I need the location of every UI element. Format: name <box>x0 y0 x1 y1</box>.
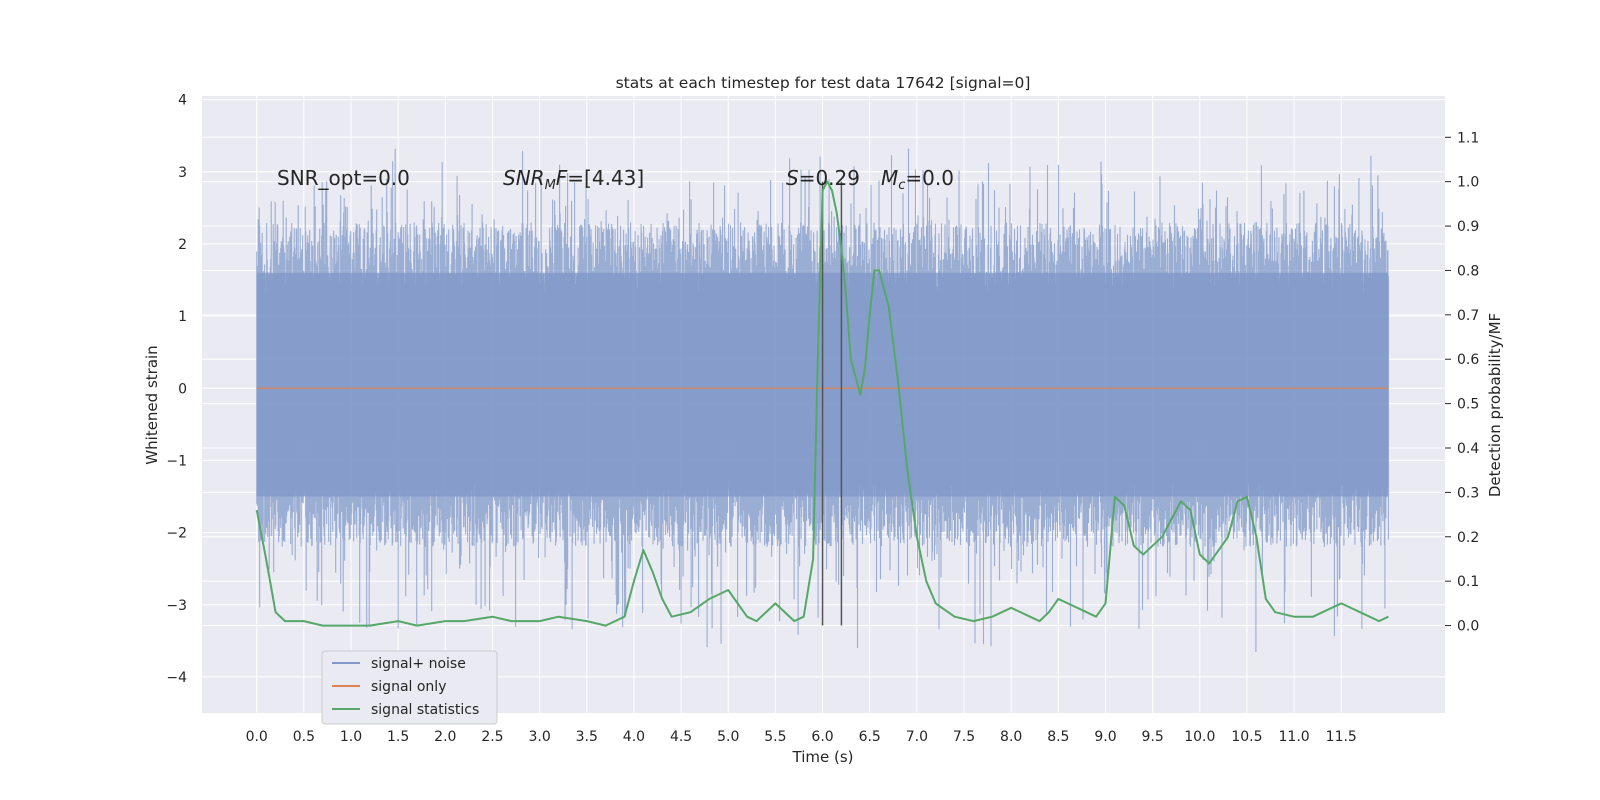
noise-spikes <box>256 148 1389 652</box>
annotation-s-label: S <box>786 166 799 190</box>
y-left-tick-label-3: −1 <box>166 453 187 469</box>
y-left-tick-label-0: −4 <box>166 670 187 686</box>
x-tick-label-15: 7.5 <box>953 729 975 745</box>
y-right-tick-label-8: 0.8 <box>1457 263 1479 279</box>
x-tick-label-20: 10.0 <box>1184 729 1215 745</box>
y-right-tick-label-9: 0.9 <box>1457 219 1479 235</box>
y-left-tick-label-6: 2 <box>178 237 187 253</box>
x-tick-label-13: 6.5 <box>859 729 881 745</box>
right-y-axis-label: Detection probability/MF <box>1486 313 1504 497</box>
x-tick-label-19: 9.5 <box>1142 729 1164 745</box>
y-right-tick-label-1: 0.1 <box>1457 574 1479 590</box>
x-tick-label-5: 2.5 <box>481 729 503 745</box>
y-right-tick-label-10: 1.0 <box>1457 175 1479 191</box>
annotation-snr-mf: SNRMF=[4.43] <box>503 166 644 193</box>
annotation-s: S=0.29 <box>786 166 860 190</box>
y-right-tick-label-0: 0.0 <box>1457 619 1479 635</box>
annotation-snr-opt-value: =0.0 <box>361 166 410 190</box>
annotation-s-value: =0.29 <box>799 166 860 190</box>
y-right-tick-label-11: 1.1 <box>1457 130 1479 146</box>
x-tick-label-11: 5.5 <box>764 729 786 745</box>
y-right-tick-label-5: 0.5 <box>1457 397 1479 413</box>
annotation-snr-opt: SNR_opt=0.0 <box>277 166 410 190</box>
legend-box <box>321 650 498 725</box>
x-tick-label-18: 9.0 <box>1094 729 1116 745</box>
y-right-tick-label-7: 0.7 <box>1457 308 1479 324</box>
chart-title: stats at each timestep for test data 176… <box>616 74 1031 92</box>
x-tick-label-12: 6.0 <box>811 729 833 745</box>
plot-series <box>255 180 1389 627</box>
y-left-tick-label-2: −2 <box>166 526 187 542</box>
x-tick-label-2: 1.0 <box>340 729 362 745</box>
y-right-tick-label-6: 0.6 <box>1457 352 1479 368</box>
x-tick-label-9: 4.5 <box>670 729 692 745</box>
right-y-axis-ticks: 0.0 0.1 0.2 0.3 0.4 0.5 0.6 0.7 0.8 0.9 1.0 1.1 <box>1445 130 1479 635</box>
x-axis-label: Time (s) <box>792 748 854 766</box>
legend: signal+ noise signal only signal statist… <box>321 650 498 725</box>
legend-label-stat: signal statistics <box>371 702 479 718</box>
x-tick-label-16: 8.0 <box>1000 729 1022 745</box>
y-left-tick-label-1: −3 <box>166 598 187 614</box>
annotation-mc-sub: c <box>898 178 905 193</box>
annotation-snr-mf-rest: F <box>556 166 568 190</box>
annotation-mc: Mc=0.0 <box>881 166 954 193</box>
x-tick-label-21: 10.5 <box>1231 729 1262 745</box>
y-left-tick-label-5: 1 <box>178 309 187 325</box>
x-tick-label-17: 8.5 <box>1047 729 1069 745</box>
x-tick-label-23: 11.5 <box>1326 729 1357 745</box>
left-y-axis-label: Whitened strain <box>143 345 161 464</box>
annotation-mc-main: M <box>881 166 898 190</box>
x-tick-label-8: 4.0 <box>623 729 645 745</box>
y-right-tick-label-3: 0.3 <box>1457 485 1479 501</box>
annotation-snr-opt-label: SNR_opt <box>277 166 361 190</box>
annotation-mc-value: =0.0 <box>905 166 954 190</box>
x-tick-label-7: 3.5 <box>576 729 598 745</box>
signal-statistics-line <box>255 180 1389 627</box>
x-tick-label-22: 11.0 <box>1279 729 1310 745</box>
annotation-snr-mf-main: SNR <box>503 166 545 190</box>
legend-label-noise: signal+ noise <box>371 656 466 672</box>
y-right-tick-label-4: 0.4 <box>1457 441 1479 457</box>
legend-label-signal: signal only <box>371 679 446 695</box>
x-tick-label-6: 3.0 <box>528 729 550 745</box>
x-tick-label-0: 0.0 <box>246 729 268 745</box>
left-y-axis-ticks: −4 −3 −2 −1 0 1 2 3 4 <box>166 93 187 686</box>
x-axis-ticks: 0.0 0.5 1.0 1.5 2.0 2.5 3.0 3.5 4.0 4.5 5.0 5.5 6.0 6… <box>246 729 1357 745</box>
annotation-snr-mf-sub: M <box>545 178 556 193</box>
y-left-tick-label-7: 3 <box>178 165 187 181</box>
y-left-tick-label-4: 0 <box>178 381 187 397</box>
x-tick-label-4: 2.0 <box>434 729 456 745</box>
y-right-tick-label-2: 0.2 <box>1457 530 1479 546</box>
y-left-tick-label-8: 4 <box>178 93 187 109</box>
annotation-snr-mf-value: =[4.43] <box>567 166 644 190</box>
x-tick-label-3: 1.5 <box>387 729 409 745</box>
x-tick-label-10: 5.0 <box>717 729 739 745</box>
x-tick-label-1: 0.5 <box>293 729 315 745</box>
x-tick-label-14: 7.0 <box>906 729 928 745</box>
